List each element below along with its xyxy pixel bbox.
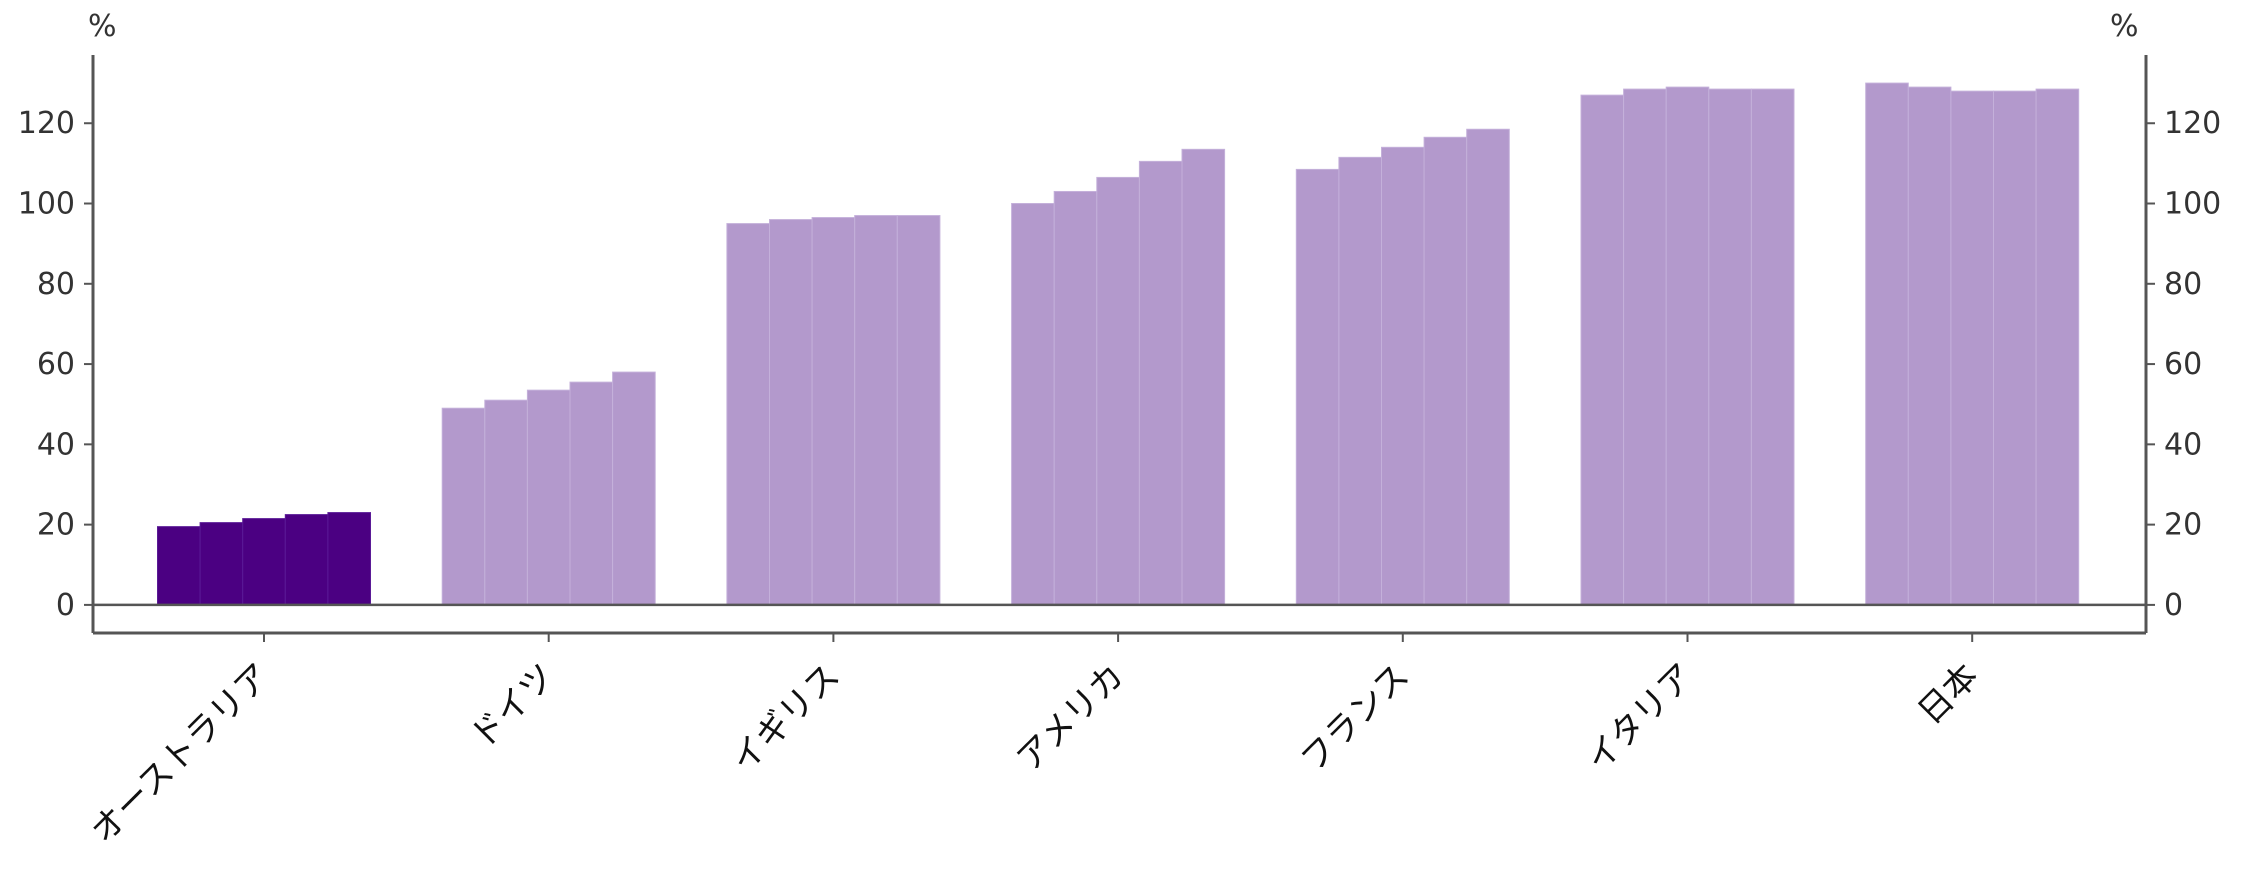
y-tick-label-left: 80 bbox=[37, 267, 75, 302]
y-tick-label-right: 100 bbox=[2164, 187, 2221, 222]
bar bbox=[854, 215, 898, 606]
bar bbox=[284, 514, 329, 606]
bar bbox=[569, 381, 614, 606]
plot-area: オーストラリア ドイツ イギリス アメリカ フランス イタリア 日本 0 0 20 20 40 40 60… bbox=[18, 55, 2221, 851]
y-tick-label-left: 0 bbox=[56, 588, 75, 623]
bar bbox=[1011, 203, 1055, 606]
bar bbox=[811, 217, 856, 606]
y-tick-label-right: 0 bbox=[2164, 588, 2183, 623]
bar bbox=[1138, 160, 1183, 606]
bar bbox=[769, 219, 813, 606]
bar bbox=[157, 526, 201, 606]
bar bbox=[1665, 86, 1710, 606]
bar bbox=[2035, 88, 2080, 606]
y-tick-label-right: 60 bbox=[2164, 347, 2202, 382]
x-tick-label: フランス bbox=[1293, 656, 1417, 780]
bar bbox=[1865, 82, 1909, 606]
bar bbox=[1466, 128, 1510, 606]
bar bbox=[1907, 86, 1952, 606]
y-unit-left: % bbox=[88, 9, 117, 44]
y-tick-label-left: 20 bbox=[37, 508, 75, 543]
bar bbox=[526, 389, 571, 606]
bar bbox=[726, 223, 771, 606]
bar bbox=[896, 215, 941, 606]
bar bbox=[327, 512, 371, 606]
y-tick-label-left: 120 bbox=[18, 106, 75, 141]
y-tick-label-right: 80 bbox=[2164, 267, 2202, 302]
y-tick-label-right: 120 bbox=[2164, 106, 2221, 141]
y-tick-label-right: 20 bbox=[2164, 508, 2202, 543]
bar bbox=[1708, 88, 1752, 606]
x-tick-label: イタリア bbox=[1578, 656, 1701, 779]
bar bbox=[1181, 148, 1226, 606]
bar bbox=[1381, 146, 1425, 606]
bar bbox=[612, 371, 656, 606]
bar bbox=[441, 407, 486, 606]
bar bbox=[1423, 136, 1468, 606]
x-tick-label: 日本 bbox=[1910, 656, 1986, 732]
bar bbox=[1993, 90, 2037, 606]
bar bbox=[1338, 156, 1383, 606]
x-tick-label: アメリカ bbox=[1009, 656, 1132, 779]
y-tick-label-right: 40 bbox=[2164, 427, 2202, 462]
bar bbox=[242, 518, 286, 606]
x-tick-label: イギリス bbox=[723, 656, 847, 780]
y-tick-label-left: 100 bbox=[18, 187, 75, 222]
bar bbox=[1580, 94, 1625, 606]
bar bbox=[1053, 190, 1098, 606]
bar bbox=[484, 399, 528, 606]
x-tick-label: ドイツ bbox=[463, 656, 563, 756]
x-tick-label: オーストラリア bbox=[83, 656, 278, 851]
y-unit-right: % bbox=[2110, 9, 2139, 44]
bar bbox=[1295, 168, 1340, 606]
bar bbox=[1096, 176, 1140, 606]
bar bbox=[199, 522, 244, 606]
bar bbox=[1623, 88, 1667, 606]
bar bbox=[1750, 88, 1795, 606]
y-tick-label-left: 40 bbox=[37, 427, 75, 462]
bar bbox=[1950, 90, 1995, 606]
y-tick-label-left: 60 bbox=[37, 347, 75, 382]
